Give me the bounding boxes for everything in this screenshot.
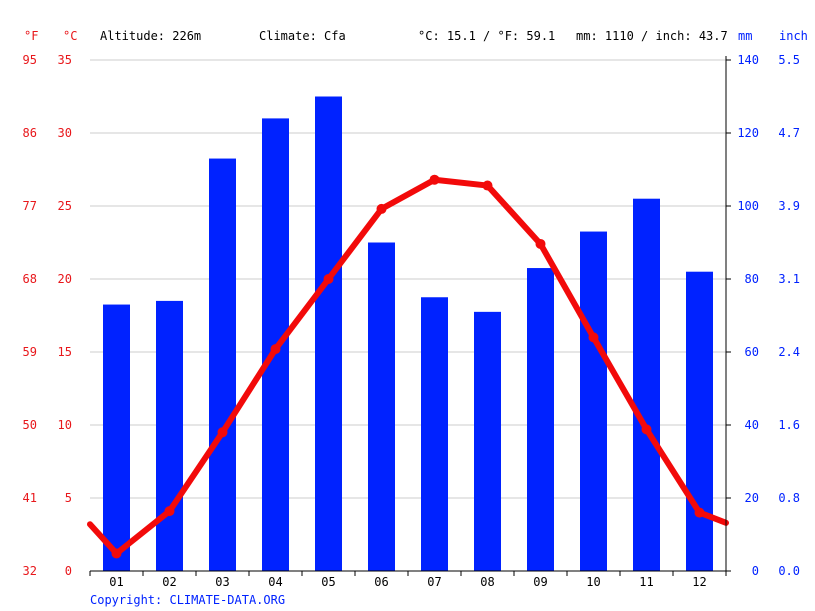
climate-label: Climate: Cfa	[259, 29, 346, 43]
fahrenheit-tick-label: 86	[23, 126, 37, 140]
inch-tick-label: 2.4	[778, 345, 800, 359]
celsius-tick-label: 35	[58, 53, 72, 67]
axes	[89, 56, 731, 576]
mm-tick-label: 100	[737, 199, 759, 213]
mm-tick-label: 20	[745, 491, 759, 505]
inch-tick-label: 4.7	[778, 126, 800, 140]
fahrenheit-tick-label: 95	[23, 53, 37, 67]
celsius-tick-label: 5	[65, 491, 72, 505]
temperature-line	[87, 174, 729, 559]
altitude-label: Altitude: 226m	[100, 29, 201, 43]
fahrenheit-tick-label: 68	[23, 272, 37, 286]
celsius-tick-label: 30	[58, 126, 72, 140]
inch-tick-label: 5.5	[778, 53, 800, 67]
inch-tick-label: 1.6	[778, 418, 800, 432]
month-tick-label: 07	[427, 575, 441, 589]
inch-tick-label: 0.0	[778, 564, 800, 578]
month-tick-label: 06	[374, 575, 388, 589]
precipitation-bar	[686, 271, 713, 571]
celsius-tick-label: 10	[58, 418, 72, 432]
precipitation-bar	[633, 198, 660, 571]
mm-tick-label: 40	[745, 418, 759, 432]
inch-tick-label: 3.9	[778, 199, 800, 213]
month-tick-label: 11	[639, 575, 653, 589]
celsius-tick-label: 25	[58, 199, 72, 213]
fahrenheit-tick-label: 77	[23, 199, 37, 213]
tick-labels: 32 0 0 0.0 41 5 20 0.8 50 10 40 1.6 59 15 60 2.4 68 20 80 3…	[23, 53, 800, 589]
month-tick-label: 01	[109, 575, 123, 589]
temperature-point	[588, 332, 599, 343]
temperature-point	[111, 548, 122, 559]
gridlines	[90, 59, 726, 499]
precipitation-bar	[103, 304, 130, 571]
total-precipitation-label: mm: 1110 / inch: 43.7	[576, 29, 728, 43]
month-tick-label: 10	[586, 575, 600, 589]
fahrenheit-unit-label: °F	[24, 29, 38, 43]
temperature-point	[376, 203, 387, 214]
fahrenheit-tick-label: 32	[23, 564, 37, 578]
celsius-tick-label: 0	[65, 564, 72, 578]
temperature-point	[164, 506, 175, 517]
temperature-point	[323, 274, 334, 284]
precipitation-bars	[103, 96, 713, 572]
precipitation-bar	[474, 311, 501, 571]
fahrenheit-tick-label: 59	[23, 345, 37, 359]
inch-tick-label: 0.8	[778, 491, 800, 505]
month-tick-label: 03	[215, 575, 229, 589]
temperature-point	[694, 507, 705, 518]
precipitation-bar	[368, 242, 395, 571]
temperature-series-line	[87, 176, 729, 557]
temperature-point	[482, 180, 493, 191]
month-tick-label: 12	[692, 575, 706, 589]
celsius-unit-label: °C	[63, 29, 77, 43]
mm-tick-label: 120	[737, 126, 759, 140]
month-tick-label: 04	[268, 575, 282, 589]
inch-tick-label: 3.1	[778, 272, 800, 286]
temperature-point	[217, 427, 228, 438]
mm-tick-label: 80	[745, 272, 759, 286]
month-tick-label: 09	[533, 575, 547, 589]
mm-tick-label: 140	[737, 53, 759, 67]
mm-unit-label: mm	[738, 29, 752, 43]
precipitation-bar	[421, 297, 448, 571]
precipitation-bar	[209, 158, 236, 572]
temperature-point	[429, 174, 440, 185]
fahrenheit-tick-label: 50	[23, 418, 37, 432]
average-temperature-label: °C: 15.1 / °F: 59.1	[418, 29, 555, 43]
mm-tick-label: 0	[752, 564, 759, 578]
copyright-link[interactable]: Copyright: CLIMATE-DATA.ORG	[90, 593, 285, 607]
temperature-point	[641, 424, 652, 435]
celsius-tick-label: 20	[58, 272, 72, 286]
inch-unit-label: inch	[779, 29, 808, 43]
temperature-point	[535, 238, 546, 249]
fahrenheit-tick-label: 41	[23, 491, 37, 505]
month-tick-label: 02	[162, 575, 176, 589]
temperature-point	[270, 344, 281, 355]
precipitation-bar	[156, 300, 183, 571]
celsius-tick-label: 15	[58, 345, 72, 359]
mm-tick-label: 60	[745, 345, 759, 359]
month-tick-label: 08	[480, 575, 494, 589]
month-tick-label: 05	[321, 575, 335, 589]
precipitation-bar	[580, 231, 607, 572]
precipitation-bar	[527, 268, 554, 571]
precipitation-bar	[315, 96, 342, 571]
